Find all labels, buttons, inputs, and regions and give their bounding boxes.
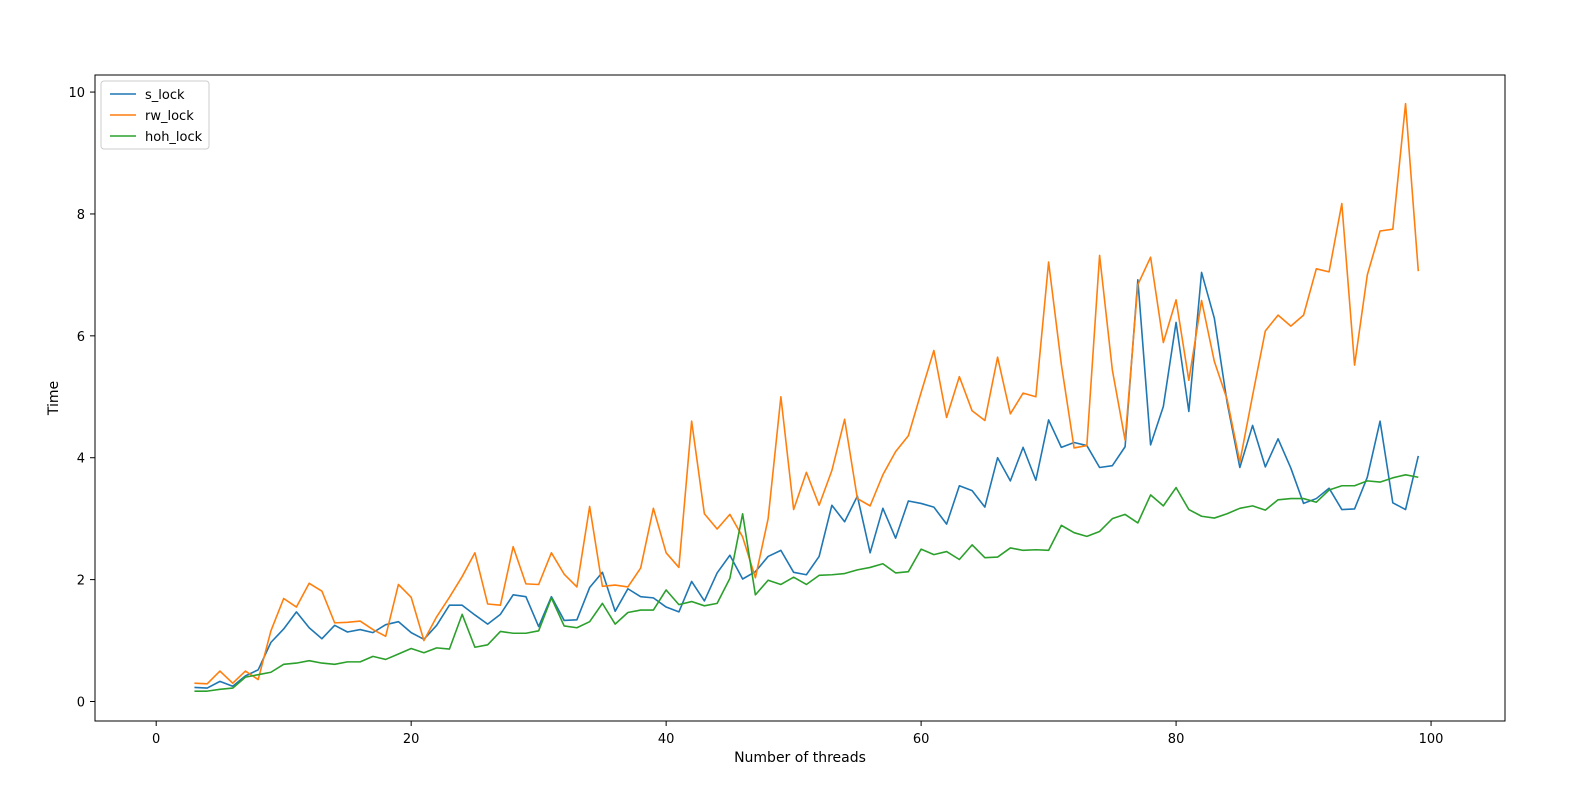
y-tick-label: 10 [68,86,85,101]
series-line-hoh-lock [194,473,1419,692]
legend-label: rw_lock [145,109,194,124]
axes-frame [94,74,1506,722]
y-tick-label: 4 [77,452,85,467]
x-axis-ticks: 0 20 40 60 80 100 [152,721,1443,747]
y-tick-label: 2 [77,574,85,589]
y-tick-label: 0 [77,695,85,710]
x-tick-label: 0 [152,732,160,747]
y-axis-label: Time [46,381,62,416]
y-tick-label: 8 [77,208,85,223]
x-tick-label: 20 [403,732,420,747]
y-tick-label: 6 [77,330,85,345]
legend-label: hoh_lock [145,130,203,145]
x-axis-label: Number of threads [734,750,866,766]
x-tick-label: 40 [658,732,675,747]
y-axis-ticks: 0 2 4 6 8 10 [68,86,95,710]
series-layer [194,102,1420,692]
x-tick-label: 100 [1419,732,1444,747]
series-line-rw-lock [194,102,1420,685]
legend: s_lock rw_lock hoh_lock [100,80,210,150]
legend-box [100,80,210,150]
x-tick-label: 80 [1168,732,1185,747]
x-tick-label: 60 [913,732,930,747]
legend-label: s_lock [145,88,185,103]
series-line-s-lock [194,271,1420,689]
